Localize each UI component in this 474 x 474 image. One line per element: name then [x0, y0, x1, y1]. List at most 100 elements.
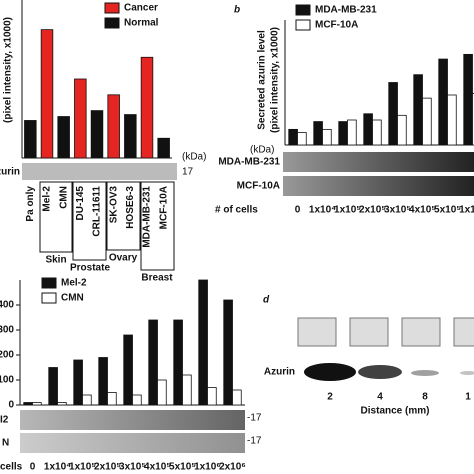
- blot-label: Azurin: [264, 367, 295, 378]
- transwells: [297, 317, 474, 347]
- bar: [82, 394, 92, 406]
- bar: [338, 121, 348, 146]
- group-boxes: [39, 181, 175, 271]
- x-tick-label: Mel-2: [42, 186, 53, 212]
- bar: [182, 374, 192, 406]
- x-tick-label: CMN: [58, 186, 69, 209]
- bar: [322, 128, 332, 146]
- legend-swatch: [295, 19, 311, 31]
- legend-label: CMN: [61, 293, 84, 304]
- bar: [40, 29, 54, 159]
- x-tick-label: 5x10⁵: [169, 462, 196, 473]
- bar: [198, 279, 208, 406]
- bar: [132, 394, 142, 406]
- bar: [32, 402, 42, 406]
- y-tick-label: 100: [0, 375, 14, 386]
- bar: [90, 110, 104, 159]
- bar: [23, 402, 33, 406]
- bar: [57, 116, 70, 159]
- bar: [223, 299, 233, 406]
- x-label: Distance (mm): [361, 406, 430, 417]
- blot-label: I2: [0, 415, 9, 426]
- bar: [173, 319, 183, 406]
- x-tick-label: 3x10⁵: [119, 462, 146, 473]
- y-label: (pixel intensity, x1000): [3, 17, 14, 123]
- y-label: Secreted azurin level: [257, 30, 268, 130]
- blot-label: Azurin: [0, 167, 20, 178]
- legend-swatch: [41, 292, 57, 304]
- x-tick-label: 1x10⁴: [309, 205, 336, 216]
- x-tick-label: CRL-11611: [92, 186, 103, 237]
- group-label: Ovary: [109, 253, 138, 264]
- x-tick-label: MDA-MB-231: [142, 186, 153, 248]
- x-tick-label: 1x10⁶: [459, 205, 474, 216]
- cells-label: # of cells: [215, 205, 258, 216]
- bar: [472, 93, 474, 146]
- bar: [313, 121, 323, 146]
- bar: [148, 319, 158, 406]
- panel-letter: d: [263, 295, 270, 306]
- bar: [297, 132, 307, 146]
- blot: [22, 163, 177, 180]
- legend-label: MCF-10A: [315, 20, 358, 31]
- distance-label: 2: [327, 392, 333, 403]
- group-label: Prostate: [70, 263, 110, 274]
- x-tick-label: 1x10⁴: [44, 462, 71, 473]
- marker: -17: [247, 436, 262, 447]
- x-tick-label: SK-OV3: [108, 186, 119, 224]
- blot-label: MCF-10A: [237, 181, 280, 192]
- legend-label: Cancer: [124, 3, 158, 14]
- x-tick-label: HOSE6-3: [125, 186, 136, 229]
- bar: [140, 56, 154, 159]
- bar: [422, 97, 432, 146]
- bar: [73, 359, 83, 406]
- bar: [24, 120, 37, 159]
- bar: [232, 389, 242, 406]
- bar: [107, 392, 117, 406]
- x-tick-label: DU-145: [75, 186, 86, 221]
- legend-swatch: [104, 2, 120, 14]
- bar: [397, 114, 407, 146]
- x-tick-label: 0: [30, 462, 36, 473]
- group-label: Skin: [45, 255, 66, 266]
- x-tick-label: 4x10⁵: [144, 462, 171, 473]
- blot: [283, 176, 474, 196]
- bar: [57, 402, 67, 406]
- x-tick-label: Pa only: [25, 186, 36, 222]
- legend-swatch: [295, 4, 311, 16]
- x-tick-label: 2x10⁵: [94, 462, 121, 473]
- blot: [20, 410, 245, 430]
- distance-label: 4: [377, 392, 383, 403]
- blot: [283, 152, 474, 172]
- panel-letter: b: [234, 5, 240, 16]
- x-tick-label: 2x10⁵: [359, 205, 386, 216]
- bar: [48, 367, 58, 406]
- y-tick-label: 0: [8, 400, 14, 411]
- x-tick-label: 1x10⁶: [194, 462, 221, 473]
- legend-swatch: [41, 277, 57, 289]
- legend-swatch: [104, 17, 120, 29]
- y-tick-label: 200: [0, 350, 14, 361]
- legend-label: Mel-2: [61, 278, 87, 289]
- bar: [207, 387, 217, 406]
- bar: [98, 357, 108, 406]
- blot: [20, 433, 245, 453]
- legend-label: MDA-MB-231: [315, 5, 377, 16]
- bar: [447, 94, 457, 146]
- distance-label: 8: [422, 392, 428, 403]
- kda: (kDa): [182, 152, 206, 163]
- bar: [363, 113, 373, 146]
- bar: [157, 137, 170, 159]
- blot: [304, 363, 474, 381]
- blot-label: N: [2, 438, 9, 449]
- x-tick-label: 3x10⁵: [384, 205, 411, 216]
- x-tick-label: 4x10⁵: [409, 205, 436, 216]
- bar: [347, 119, 357, 146]
- bar: [123, 334, 133, 406]
- blot-label: MDA-MB-231: [218, 157, 280, 168]
- x-tick-label: 5x10⁵: [434, 205, 461, 216]
- group-label: Breast: [141, 273, 173, 284]
- y-tick-label: 300: [0, 325, 14, 336]
- bar: [107, 94, 120, 159]
